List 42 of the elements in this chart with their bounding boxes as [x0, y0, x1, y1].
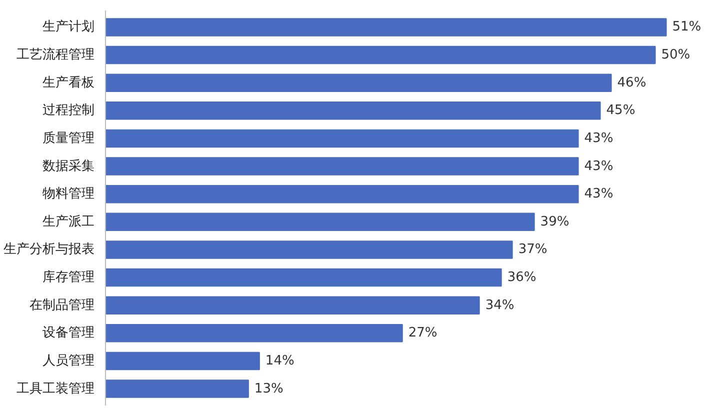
bar [106, 352, 260, 370]
y-tick-label: 生产计划 [42, 20, 94, 35]
y-tick-label: 人员管理 [42, 353, 94, 368]
bar [106, 129, 579, 148]
y-tick-label: 过程控制 [42, 103, 94, 118]
y-tick-label: 库存管理 [42, 270, 94, 286]
data-label: 43% [584, 130, 614, 146]
bar [106, 184, 579, 204]
bar [106, 268, 502, 287]
y-tick-label: 工具工装管理 [16, 381, 94, 396]
bar [106, 324, 403, 342]
data-label: 43% [584, 186, 614, 202]
y-tick-label: 数据采集 [42, 158, 94, 174]
bar [106, 380, 249, 398]
data-label: 37% [518, 242, 548, 258]
bar [106, 102, 601, 120]
bar [106, 74, 612, 92]
bar [106, 240, 513, 259]
y-tick-label: 设备管理 [42, 326, 94, 341]
data-label: 13% [254, 381, 284, 396]
data-label: 39% [540, 214, 570, 230]
y-tick-label: 工艺流程管理 [16, 46, 94, 63]
data-label: 46% [617, 75, 646, 90]
data-label: 34% [485, 298, 514, 313]
bar [106, 18, 667, 36]
y-tick-label: 生产派工 [42, 214, 94, 230]
y-tick-label: 质量管理 [42, 130, 94, 146]
y-tick-label: 生产分析与报表 [4, 242, 94, 258]
data-label: 50% [661, 48, 690, 63]
data-label: 36% [507, 270, 536, 286]
y-tick-label: 在制品管理 [30, 298, 94, 313]
y-tick-label: 生产看板 [42, 75, 94, 90]
data-label: 51% [672, 20, 702, 35]
data-label: 43% [584, 158, 614, 174]
data-label: 14% [265, 353, 294, 368]
bar [106, 46, 656, 64]
y-tick-label: 物料管理 [42, 186, 94, 202]
bar [106, 157, 579, 176]
data-label: 27% [408, 326, 438, 341]
bar [106, 212, 535, 232]
bar [106, 296, 480, 314]
data-label: 45% [606, 103, 636, 118]
